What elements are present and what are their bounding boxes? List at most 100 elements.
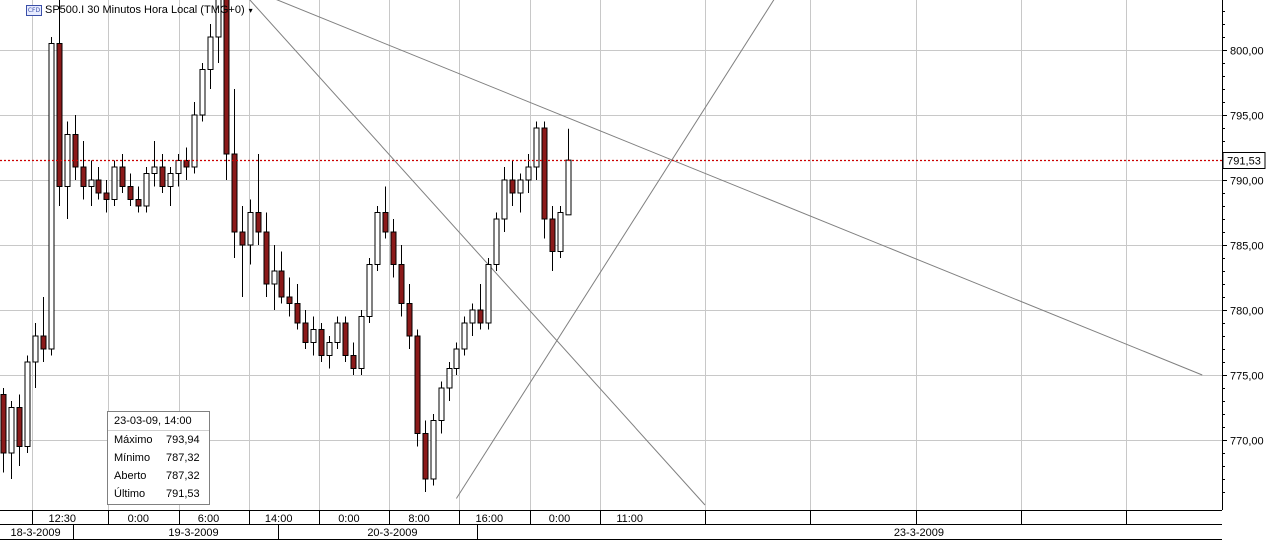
- candle-body: [151, 166, 158, 174]
- candle: [390, 219, 397, 278]
- candle-body: [215, 0, 222, 38]
- candle: [271, 245, 278, 310]
- candle-body: [32, 335, 39, 363]
- candle-body: [493, 218, 500, 265]
- chart-title-bar[interactable]: CFD SP500.I 30 Minutos Hora Local (TMG+0…: [26, 2, 253, 18]
- candle-body: [24, 361, 31, 447]
- candle: [438, 381, 445, 434]
- info-row-low: Mínimo 787,32: [108, 449, 209, 467]
- candle-body: [255, 212, 262, 233]
- candle: [32, 323, 39, 388]
- candle-body: [263, 231, 270, 285]
- x-time-label: 0:00: [338, 513, 359, 525]
- candle: [48, 37, 55, 356]
- candles: [0, 0, 572, 492]
- candle-body: [135, 199, 142, 207]
- candle: [111, 160, 118, 206]
- candle-body: [8, 407, 15, 454]
- candle: [358, 310, 365, 375]
- info-row-open: Aberto 787,32: [108, 467, 209, 485]
- x-time-label: 11:00: [616, 513, 643, 525]
- dropdown-caret-icon[interactable]: ▾: [248, 5, 253, 15]
- candle-body: [223, 0, 230, 155]
- x-date-label: 18-3-2009: [10, 527, 60, 539]
- x-time-label: 6:00: [198, 513, 219, 525]
- candle-body: [286, 296, 293, 304]
- candle: [95, 167, 102, 200]
- trendlines[interactable]: [234, 0, 1203, 506]
- candle-body: [271, 270, 278, 285]
- info-label-open: Aberto: [114, 470, 147, 482]
- candle: [477, 284, 484, 330]
- candle-body: [342, 322, 349, 356]
- y-tick-label: 800,00: [1230, 46, 1264, 58]
- candle: [501, 167, 508, 232]
- chart-title: SP500.I 30 Minutos Hora Local (TMG+0): [45, 4, 245, 16]
- candle-body: [278, 270, 285, 298]
- candle-body: [334, 322, 341, 343]
- candle: [247, 199, 254, 265]
- candle: [310, 316, 317, 356]
- x-date-label: 20-3-2009: [367, 527, 417, 539]
- candle: [342, 316, 349, 362]
- current-price-label: 791,53: [1222, 152, 1266, 169]
- candle-body: [358, 316, 365, 369]
- candle: [469, 303, 476, 336]
- candle: [255, 154, 262, 245]
- x-time-label: 16:00: [476, 513, 504, 525]
- candle-body: [0, 394, 7, 454]
- candle: [453, 342, 460, 375]
- candle-body: [199, 69, 206, 116]
- y-axis-ticks: 805,00800,00795,00790,00785,00780,00775,…: [1222, 11, 1264, 493]
- info-row-last: Último 791,53: [108, 485, 209, 503]
- candle: [517, 173, 524, 213]
- candle-body: [247, 212, 254, 246]
- candle: [430, 414, 437, 486]
- candle: [278, 251, 285, 304]
- x-date-label: 23-3-2009: [894, 527, 944, 539]
- candle: [294, 284, 301, 330]
- info-value-last: 791,53: [166, 488, 200, 500]
- candle-body: [119, 166, 126, 187]
- y-tick-label: 790,00: [1230, 176, 1264, 188]
- candle: [8, 401, 15, 479]
- info-label-low: Mínimo: [114, 452, 151, 464]
- x-axis-time-ticks: 12:30 0:00 6:00 14:00 0:00 8:00 16:00 0:00 11:00: [48, 513, 643, 525]
- candle: [199, 63, 206, 122]
- trendline-3: [455, 0, 775, 499]
- candle: [223, 0, 230, 180]
- candle: [56, 0, 63, 206]
- candle-body: [175, 160, 182, 174]
- info-value-low: 787,32: [166, 452, 200, 464]
- candle-body: [406, 303, 413, 337]
- candle: [24, 355, 31, 453]
- candle: [159, 154, 166, 193]
- candle: [541, 121, 548, 239]
- ohlc-info-box: 23-03-09, 14:00 Máximo 793,94 Mínimo 787…: [107, 411, 210, 505]
- candle-body: [549, 218, 556, 252]
- candle-body: [239, 231, 246, 246]
- candle-body: [16, 407, 23, 447]
- trendline-2: [249, 0, 706, 506]
- candle-body: [350, 355, 357, 369]
- candle-body: [302, 322, 309, 343]
- candle: [509, 160, 516, 206]
- candle: [215, 0, 222, 63]
- x-time-label: 14:00: [265, 513, 293, 525]
- candle: [382, 186, 389, 239]
- candle-body: [294, 303, 301, 324]
- candle-body: [453, 348, 460, 369]
- candle: [414, 329, 421, 447]
- candle-body: [509, 179, 516, 194]
- candle: [103, 180, 110, 213]
- candle-body: [422, 433, 429, 480]
- x-time-label: 8:00: [408, 513, 429, 525]
- candle-body: [485, 264, 492, 324]
- info-value-high: 793,94: [166, 434, 200, 446]
- candle-body: [143, 173, 150, 207]
- candle: [302, 310, 309, 349]
- candle: [183, 147, 190, 180]
- candle: [231, 89, 238, 258]
